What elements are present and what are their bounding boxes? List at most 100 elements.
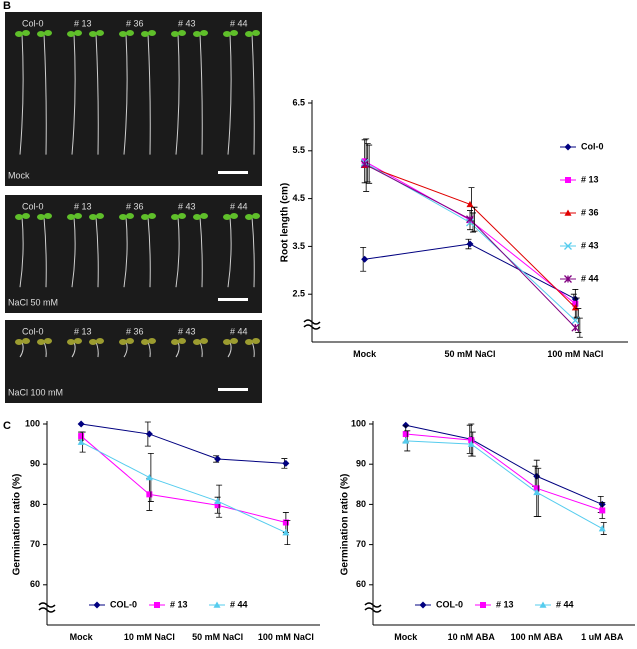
seedling-root	[147, 216, 151, 288]
seedling-leaf	[171, 214, 179, 220]
seedling-leaf	[126, 338, 134, 344]
seedling-leaf	[22, 213, 30, 219]
axis-break	[364, 602, 382, 613]
legend-marker	[564, 242, 572, 250]
marker	[533, 488, 541, 496]
marker	[466, 215, 474, 224]
seedling-leaf	[67, 339, 75, 345]
error-bar	[366, 144, 373, 184]
legend-marker	[539, 601, 547, 608]
seedling-leaf	[96, 338, 104, 344]
seedling-leaf	[252, 213, 260, 219]
photo	[5, 195, 262, 313]
marker	[468, 437, 475, 444]
seedling-leaf	[252, 30, 260, 36]
marker	[533, 485, 540, 492]
seedling-leaf	[37, 339, 45, 345]
seedling-leaf	[223, 339, 231, 345]
seedling-leaf	[44, 213, 52, 219]
y-tick-label: 6.5	[292, 97, 305, 107]
seedling-leaf	[200, 338, 208, 344]
seedling-leaf	[245, 31, 253, 37]
seedling-leaf	[74, 338, 82, 344]
seedling-root	[123, 33, 128, 155]
scale-bar	[218, 298, 248, 301]
y-axis-label: Germination ratio (%)	[340, 474, 351, 576]
seedling-leaf	[230, 338, 238, 344]
y-tick-label: 70	[356, 539, 366, 549]
seedling-leaf	[171, 31, 179, 37]
seedling-root	[251, 216, 255, 288]
marker	[466, 200, 474, 208]
marker	[599, 507, 606, 514]
legend-marker	[154, 602, 160, 608]
y-tick-label: 5.5	[292, 145, 305, 155]
condition-label: NaCl 50 mM	[8, 297, 58, 307]
seedling-leaf	[141, 339, 149, 345]
seedling-leaf	[44, 30, 52, 36]
seedling-root	[43, 216, 47, 288]
series-line	[81, 423, 286, 464]
legend-label: COL-0	[110, 599, 137, 609]
seedling-leaf	[126, 30, 134, 36]
x-tick-label: 50 mM NaCl	[192, 632, 244, 642]
marker	[282, 529, 290, 536]
genotype-label: # 44	[230, 326, 248, 336]
genotype-label: # 13	[74, 326, 92, 336]
genotype-label: Col-0	[22, 326, 44, 336]
marker	[402, 431, 409, 438]
y-tick-label: 80	[356, 499, 366, 509]
x-tick-label: 100 mM NaCl	[547, 349, 604, 359]
condition-label: NaCl 100 mM	[8, 387, 63, 397]
seedling-leaf	[193, 214, 201, 220]
x-tick-label: 1 uM ABA	[581, 632, 624, 642]
legend-marker	[213, 601, 221, 608]
x-tick-label: 10 mM NaCl	[123, 632, 175, 642]
series-line	[405, 433, 603, 511]
seedling-leaf	[67, 214, 75, 220]
y-tick-label: 80	[30, 499, 40, 509]
seedling-root	[199, 33, 203, 155]
y-tick-label: 90	[30, 459, 40, 469]
seedling-leaf	[223, 31, 231, 37]
marker	[402, 421, 410, 429]
seedling-leaf	[37, 214, 45, 220]
seedling-leaf	[74, 30, 82, 36]
seedling-leaf	[252, 338, 260, 344]
y-tick-label: 3.5	[292, 241, 305, 251]
seedling-leaf	[22, 338, 30, 344]
legend-marker	[565, 177, 571, 183]
seedling-leaf	[178, 213, 186, 219]
marker	[571, 323, 580, 332]
seedling-leaf	[67, 31, 75, 37]
marker	[282, 519, 289, 526]
seedling-root	[175, 33, 180, 155]
genotype-label: # 13	[74, 18, 92, 28]
legend-label: # 13	[496, 599, 514, 609]
seedling-leaf	[119, 339, 127, 345]
marker	[145, 430, 153, 438]
seedling-leaf	[193, 339, 201, 345]
seedling-root	[199, 216, 203, 288]
photo	[5, 12, 262, 186]
genotype-label: # 43	[178, 326, 196, 336]
seedling-leaf	[96, 213, 104, 219]
seedling-leaf	[148, 30, 156, 36]
seedling-leaf	[89, 214, 97, 220]
series-line	[405, 440, 603, 529]
seedling-root	[19, 33, 24, 155]
series-line	[80, 435, 286, 523]
seedling-leaf	[178, 338, 186, 344]
error-bar	[575, 308, 582, 333]
seedling-leaf	[15, 31, 23, 37]
y-tick-label: 100	[25, 418, 40, 428]
error-bar	[576, 317, 583, 338]
x-tick-label: Mock	[394, 632, 418, 642]
marker	[214, 497, 222, 504]
marker	[77, 420, 85, 428]
error-bar	[364, 143, 371, 183]
seedling-leaf	[245, 339, 253, 345]
legend-label: Col-0	[581, 141, 604, 151]
panel-label: B	[3, 0, 11, 12]
